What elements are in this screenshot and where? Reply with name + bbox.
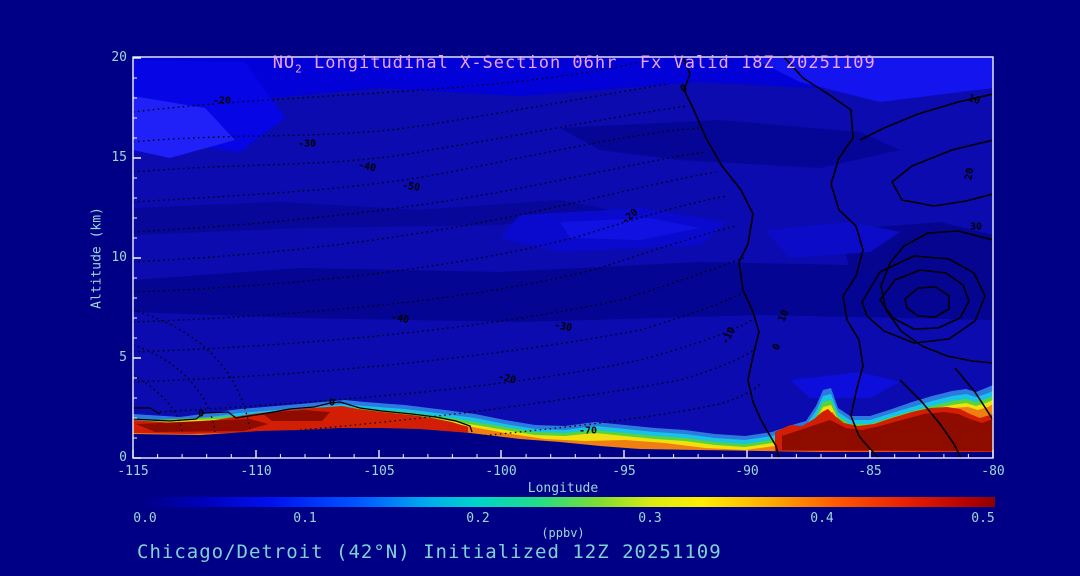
solid-contours xyxy=(133,57,993,458)
colorbar-tick-0.4: 0.4 xyxy=(810,511,834,526)
x-tick--90: -90 xyxy=(735,464,759,479)
caption: Chicago/Detroit (42°N) Initialized 12Z 2… xyxy=(137,541,722,563)
colorbar-tick-0.2: 0.2 xyxy=(466,511,490,526)
title-subscript: 2 xyxy=(295,62,303,76)
contour-label: -70 xyxy=(578,425,598,437)
y-tick-20: 20 xyxy=(111,50,127,65)
contour-label: 30 xyxy=(969,221,983,233)
contour-label: -20 xyxy=(212,95,232,107)
x-tick--110: -110 xyxy=(240,464,272,479)
filled-contour-field xyxy=(133,57,993,458)
x-tick--115: -115 xyxy=(117,464,149,479)
y-tick-5: 5 xyxy=(119,350,127,365)
contour-label: -50 xyxy=(401,180,421,194)
y-tick-10: 10 xyxy=(111,250,127,265)
contour-label: 20 xyxy=(963,167,977,181)
title-prefix: NO xyxy=(272,53,296,73)
x-tick--80: -80 xyxy=(981,464,1005,479)
colorbar-tick-0.3: 0.3 xyxy=(638,511,662,526)
x-tick--105: -105 xyxy=(363,464,395,479)
contour-label: 0 xyxy=(328,397,336,409)
colorbar-tick-0.0: 0.0 xyxy=(133,511,157,526)
y-tick-15: 15 xyxy=(111,150,127,165)
title-rest: Longitudinal X-Section 06hr Fx Valid 18Z… xyxy=(302,53,876,73)
plot-frame xyxy=(132,56,994,459)
x-tick--100: -100 xyxy=(485,464,517,479)
colorbar-tick-0.5: 0.5 xyxy=(971,511,995,526)
y-tick-0: 0 xyxy=(119,450,127,465)
x-tick--95: -95 xyxy=(612,464,636,479)
colorbar-tick-0.1: 0.1 xyxy=(293,511,317,526)
contour-label: 0 xyxy=(197,408,205,420)
dotted-contours xyxy=(133,61,761,437)
colorbar xyxy=(133,497,995,507)
terrain-mask xyxy=(133,428,993,458)
contour-label: -30 xyxy=(297,138,317,150)
colorbar-units: (ppbv) xyxy=(541,526,585,540)
plot-title: NO2 Longitudinal X-Section 06hr Fx Valid… xyxy=(133,33,993,75)
x-axis-label: Longitude xyxy=(527,481,599,496)
x-tick--85: -85 xyxy=(858,464,882,479)
